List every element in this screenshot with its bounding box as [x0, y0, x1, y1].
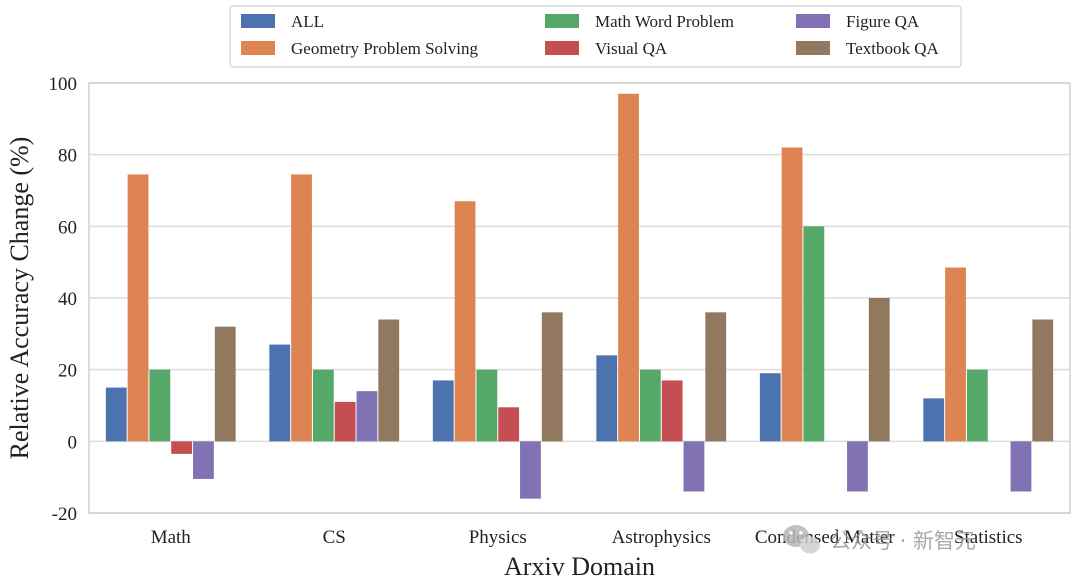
x-tick-label: Physics — [469, 527, 527, 548]
legend: ALL Geometry Problem Solving Math Word Pro… — [229, 5, 962, 68]
bar — [356, 391, 378, 442]
y-tick-label: 100 — [49, 74, 78, 95]
bar — [759, 373, 781, 442]
y-tick-label: 80 — [58, 146, 77, 167]
x-tick-label: Statistics — [954, 527, 1023, 548]
bar — [378, 319, 400, 442]
legend-label: Textbook QA — [846, 39, 939, 58]
x-tick-label: Astrophysics — [612, 527, 711, 548]
bar — [705, 312, 727, 442]
grid-lines — [89, 82, 1070, 514]
bar — [269, 344, 291, 442]
bar — [868, 298, 890, 442]
bar — [618, 93, 639, 442]
legend-label: Visual QA — [595, 39, 668, 58]
legend-swatch — [796, 41, 830, 55]
x-tick-label: CS — [323, 527, 346, 548]
bar — [520, 441, 541, 499]
bar — [781, 147, 803, 442]
y-tick-label: 0 — [68, 432, 78, 453]
legend-swatch — [796, 14, 830, 28]
bar — [149, 369, 171, 442]
bar — [923, 398, 945, 442]
y-tick-label: 60 — [58, 217, 77, 238]
legend-label: ALL — [291, 12, 324, 31]
bar — [476, 369, 498, 442]
bar — [127, 174, 149, 442]
watermark-text: 公众号 · 新智元 — [830, 529, 976, 553]
y-axis-title: Relative Accuracy Change (%) — [5, 137, 34, 460]
legend-swatch — [241, 14, 275, 28]
bar — [847, 441, 868, 492]
legend-swatch — [545, 14, 579, 28]
x-axis-title: Arxiv Domain — [504, 552, 655, 581]
legend-label: Figure QA — [846, 12, 920, 31]
bar — [171, 441, 193, 454]
bar — [541, 312, 563, 442]
wechat-icon — [783, 525, 820, 554]
bar — [312, 369, 334, 442]
bar — [1032, 319, 1054, 442]
legend-label: Math Word Problem — [595, 12, 734, 31]
bar — [193, 441, 214, 479]
bar — [454, 201, 476, 442]
bar — [639, 369, 661, 442]
bar — [661, 380, 683, 442]
bar — [291, 174, 312, 442]
bar — [803, 226, 825, 442]
legend-swatch — [545, 41, 579, 55]
bar — [214, 326, 236, 442]
bar — [945, 267, 966, 442]
y-tick-labels: -20 0 20 40 60 80 100 — [49, 74, 78, 525]
bars — [105, 93, 1054, 499]
y-tick-label: 20 — [58, 361, 77, 382]
y-tick-label: -20 — [52, 504, 77, 525]
bar — [432, 380, 454, 442]
plot-frame — [88, 82, 1071, 514]
legend-swatch — [241, 41, 275, 55]
bar — [683, 441, 705, 492]
bar — [596, 355, 618, 442]
bar — [498, 407, 520, 442]
bar — [334, 401, 356, 442]
legend-label: Geometry Problem Solving — [291, 39, 478, 58]
watermark: 公众号 · 新智元 — [783, 525, 976, 554]
x-tick-label: Math — [151, 527, 192, 548]
bar — [966, 369, 988, 442]
bar — [1010, 441, 1032, 492]
legend-box — [229, 5, 962, 68]
bar — [105, 387, 127, 442]
y-tick-label: 40 — [58, 289, 77, 310]
